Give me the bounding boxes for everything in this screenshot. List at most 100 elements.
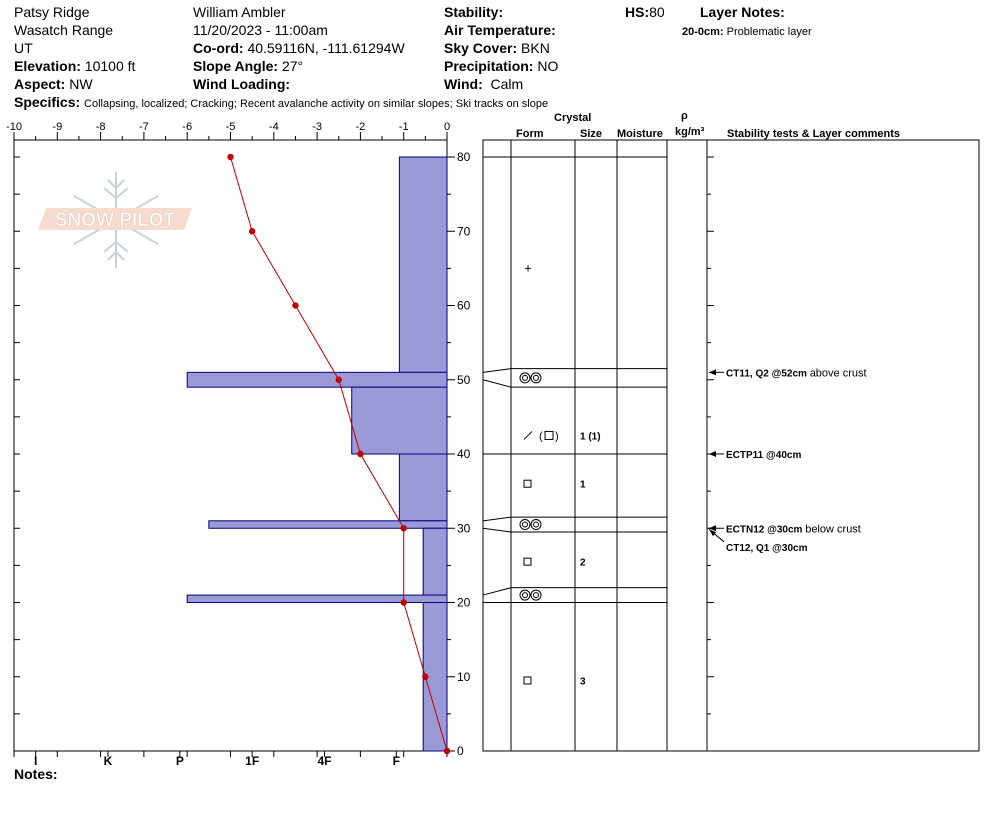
depth-connector: [482, 368, 512, 373]
precip-value: NO: [537, 58, 559, 74]
size-header: Size: [580, 128, 603, 140]
form-header: Form: [516, 128, 544, 140]
depth-connector: [482, 516, 512, 522]
height-tick-label: 20: [457, 596, 471, 610]
rounding-facet-icon: [523, 431, 533, 440]
aspect: Aspect: NW: [14, 76, 93, 92]
sky-cover: Sky Cover: BKN: [444, 40, 550, 56]
crust-icon: [522, 521, 528, 528]
air-temperature: Air Temperature:: [444, 22, 556, 38]
hardness-bar: [186, 594, 448, 604]
facet-square-icon: [523, 557, 532, 566]
height-tick-label: 60: [457, 299, 471, 313]
temp-tick-label: -6: [182, 121, 192, 133]
hs-label: HS:: [625, 4, 650, 20]
crust-icon: [533, 521, 539, 528]
temperature-point: [248, 228, 256, 235]
depth-connector: [482, 527, 512, 533]
hardness-bar: [422, 527, 448, 596]
stability-arrow-head: [709, 369, 716, 376]
hardness-bar: [351, 386, 448, 455]
aspect-value: NW: [69, 76, 93, 92]
crust-icon: [519, 589, 531, 601]
wind: Wind: Calm: [444, 76, 523, 92]
crystal-size-label: 1: [580, 480, 586, 491]
stability-label: Stability:: [444, 4, 504, 20]
paren-icon: ): [555, 430, 559, 442]
stability-test-label: CT12, Q1 @30cm: [726, 543, 808, 554]
crust-icon: [522, 374, 528, 381]
temperature-point: [292, 302, 299, 309]
height-tick-label: 30: [457, 521, 471, 535]
sky-value: BKN: [521, 40, 550, 56]
moisture-header: Moisture: [617, 128, 663, 140]
notes-label: Notes:: [14, 766, 58, 782]
layer-note-depth: 20-0cm:: [682, 26, 724, 38]
sky-label: Sky Cover:: [444, 40, 518, 56]
height-tick-label: 40: [457, 447, 471, 461]
facet-square-icon: [544, 430, 554, 440]
location: Patsy Ridge: [14, 4, 90, 20]
crust-icon: [533, 592, 539, 599]
wind-label: Wind:: [444, 76, 483, 92]
hardness-label: 1F: [245, 754, 259, 768]
hs-value: 80: [649, 4, 665, 20]
temperature-point: [335, 376, 342, 383]
elevation: Elevation: 10100 ft: [14, 58, 135, 74]
crust-icon: [519, 372, 531, 384]
hardness-label: F: [393, 754, 400, 768]
crust-icon: [522, 592, 528, 599]
slope-angle: Slope Angle: 27°: [193, 58, 303, 74]
observer: William Ambler: [193, 4, 286, 20]
temperature-point: [227, 153, 234, 161]
wind-loading-label: Wind Loading:: [193, 76, 291, 92]
stability-test-label: CT11, Q2 @52cm above crust: [726, 367, 867, 379]
temp-tick-label: -3: [312, 121, 322, 133]
temp-tick-label: -8: [96, 121, 106, 133]
crystal-header: Crystal: [554, 112, 592, 124]
temp-tick-label: -7: [139, 121, 149, 133]
stability-arrow-head: [709, 451, 716, 457]
crust-icon: [519, 519, 531, 531]
temp-tick-label: -10: [6, 121, 22, 133]
crust-icon: [533, 374, 539, 381]
hardness-label: K: [104, 754, 113, 768]
temp-tick-label: -4: [269, 121, 279, 133]
stability-test-label: ECTN12 @30cm below crust: [726, 523, 861, 535]
height-tick-label: 50: [457, 373, 471, 387]
elevation-label: Elevation:: [14, 58, 81, 74]
layer-note-text: Problematic layer: [726, 26, 812, 38]
height-tick-label: 80: [457, 150, 471, 164]
crystal-form-icon: +: [524, 260, 532, 275]
height-tick-label: 70: [457, 224, 471, 238]
datetime: 11/20/2023 - 11:00am: [193, 22, 328, 38]
coord-value: 40.59116N, -111.61294W: [247, 40, 405, 56]
wind-value: Calm: [490, 76, 524, 92]
elevation-value: 10100 ft: [84, 58, 136, 74]
layer-notes-label: Layer Notes:: [700, 4, 785, 20]
snowpilot-logo: SNOW PILOT: [38, 172, 192, 268]
stability-arrow-head: [709, 525, 716, 532]
specifics: Specifics: Collapsing, localized; Cracki…: [14, 94, 548, 112]
layer-note: 20-0cm: Problematic layer: [682, 24, 812, 40]
coordinates: Co-ord: 40.59116N, -111.61294W: [193, 40, 405, 56]
hardness-label: 4F: [317, 754, 331, 768]
crystal-size-label: 2: [580, 558, 586, 569]
hardness-bar: [398, 156, 448, 373]
temperature-point: [357, 450, 364, 458]
crust-icon: [530, 589, 542, 601]
hardness-label: P: [176, 754, 184, 768]
temperature-point: [400, 599, 407, 606]
crust-icon: [530, 519, 542, 531]
logo-banner: [38, 208, 192, 230]
wind-loading: Wind Loading:: [193, 76, 290, 92]
hardness-bar: [186, 371, 448, 388]
slope-label: Slope Angle:: [193, 58, 279, 74]
temperature-point: [422, 673, 429, 680]
air-temp-label: Air Temperature:: [444, 22, 556, 38]
depth-connector: [482, 587, 512, 596]
mountain-range: Wasatch Range: [14, 22, 114, 38]
height-tick-label: 0: [457, 744, 464, 758]
density-unit: kg/m³: [675, 126, 705, 138]
